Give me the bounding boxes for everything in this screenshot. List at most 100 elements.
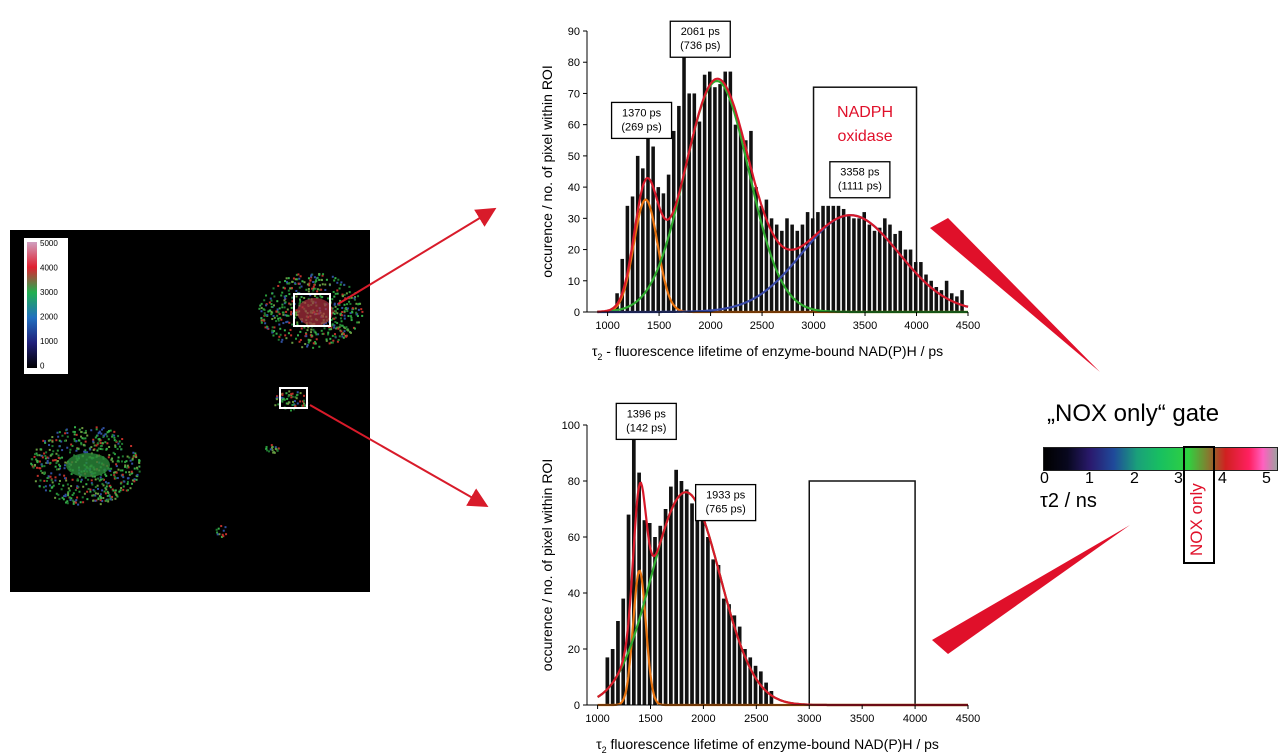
histogram-bar [893,233,897,312]
cell-pixel [285,402,288,405]
cell-pixel [310,334,313,337]
cell-pixel [333,312,336,315]
cell-pixel [342,336,345,339]
cell-pixel [125,489,128,492]
cell-pixel [64,432,67,435]
histogram-bar [841,208,846,312]
cell-pixel [332,311,335,314]
cell-pixel [106,435,109,438]
cell-pixel [349,315,352,318]
cell-pixel [93,475,96,478]
peak-annotation-text: 3358 ps [840,167,880,179]
cell-pixel [295,273,298,276]
cell-pixel [291,312,294,315]
histogram-bar [620,258,625,312]
cell-pixel [299,298,302,301]
cell-pixel [307,338,310,341]
cell-pixel [340,330,343,333]
cell-pixel [43,479,46,482]
cell-pixel [100,473,103,476]
cell-pixel [289,303,292,306]
cell-pixel [341,324,344,327]
cell-pixel [107,492,110,495]
cell-pixel [276,395,279,398]
cell-pixel [131,482,134,485]
y-tick-label: 90 [568,26,580,38]
cell-pixel [109,486,112,489]
cell-pixel [82,437,85,440]
cell-pixel [356,321,359,324]
x-tick-label: 1000 [585,713,609,725]
cell-pixel [110,498,113,501]
cell-pixel [336,326,339,329]
cell-pixel [333,302,336,305]
cell-pixel [304,343,307,346]
cell-pixel [40,454,43,457]
cell-pixel [343,317,346,320]
histogram-bar [944,280,949,312]
cell-pixel [310,335,313,338]
cell-pixel [306,283,309,286]
cell-pixel [286,397,289,400]
cell-pixel [288,293,291,296]
cell-pixel [279,333,282,336]
histogram-bar [658,525,663,705]
cell-pixel [298,277,301,280]
cell-pixel [334,335,337,338]
cell-pixel [55,452,58,455]
cell-pixel [116,495,119,498]
cell-pixel [138,470,141,473]
cell-pixel [336,312,339,315]
cell-pixel [66,483,69,486]
cell-pixel [347,329,350,332]
cell-pixel [303,326,306,329]
histogram-bar [711,559,716,705]
histogram-bar [769,691,774,705]
cell-pixel [316,297,319,300]
cell-pixel [72,502,75,505]
cell-pixel [308,282,311,285]
cell-pixel [101,448,104,451]
cell-pixel [357,308,360,311]
cell-pixel [52,484,55,487]
cell-pixel [327,331,330,334]
cell-pixel [343,326,346,329]
cell-pixel [312,346,315,349]
cell-pixel [345,292,348,295]
cell-pixel [118,440,121,443]
cell-pixel [286,282,289,285]
histogram-bar [805,212,810,312]
cell-pixel [318,284,321,287]
cell-pixel [98,430,101,433]
cell-pixel [133,478,136,481]
cell-pixel [44,440,47,443]
cell-pixel [114,497,117,500]
cell-pixel [131,472,134,475]
cell-pixel [276,300,279,303]
cell-pixel [270,444,273,447]
histogram-bar [744,140,748,312]
cell-pixel [130,470,133,473]
cell-pixel [277,284,280,287]
cell-pixel [97,498,100,501]
cell-pixel [305,335,308,338]
cell-pixel [307,290,310,293]
cell-pixel [330,328,333,331]
cell-pixel [54,479,57,482]
cell-pixel [330,341,333,344]
cell-pixel [41,465,44,468]
cell-pixel [270,313,273,316]
cell-pixel [133,467,136,470]
cell-pixel [57,435,60,438]
cell-pixel [70,473,73,476]
cell-pixel [294,278,297,281]
x-tick-label: 2000 [691,713,715,725]
cell-pixel [113,475,116,478]
cell-pixel [336,307,339,310]
cell-pixel [105,447,108,450]
cell-pixel [45,479,48,482]
cell-pixel [318,273,321,276]
cell-pixel [336,292,339,295]
cell-pixel [75,449,78,452]
cell-pixel [334,316,337,319]
